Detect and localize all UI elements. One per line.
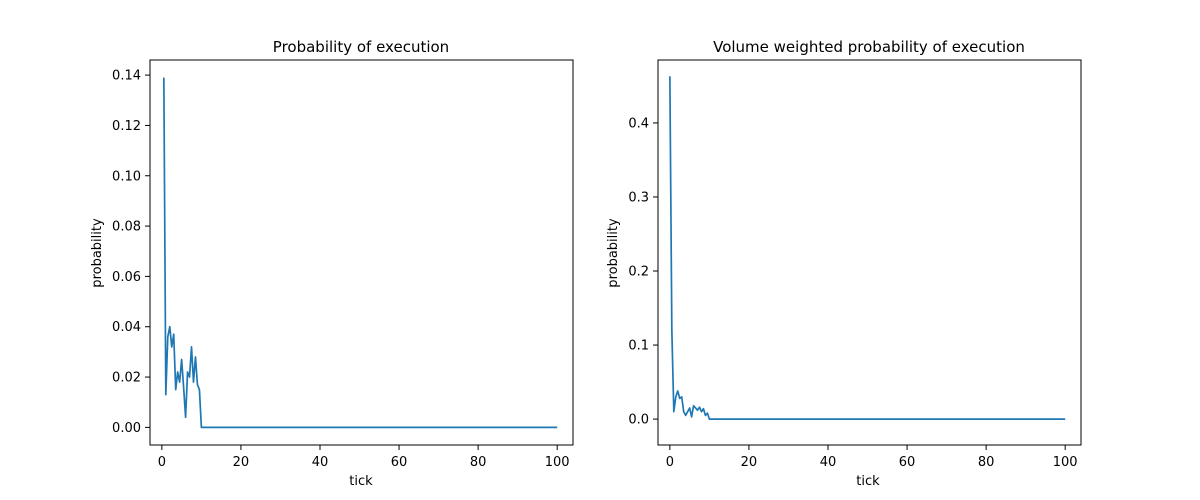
x-tick-label: 20: [233, 455, 250, 470]
x-tick-label: 0: [666, 455, 674, 470]
series-line: [162, 77, 558, 429]
y-tick-label: 0.3: [628, 190, 649, 205]
y-tick-label: 0.08: [112, 220, 141, 235]
y-tick-label: 0.1: [628, 339, 649, 354]
y-tick-label: 0.4: [628, 116, 649, 131]
x-axis-label: tick: [856, 474, 880, 489]
y-tick-label: 0.12: [112, 119, 141, 134]
y-tick-label: 0.02: [112, 371, 141, 386]
y-tick-label: 0.06: [112, 270, 141, 285]
y-tick-label: 0.00: [112, 421, 141, 436]
y-axis-label: probability: [606, 218, 621, 288]
x-tick-label: 40: [312, 455, 329, 470]
y-tick-label: 0.0: [628, 413, 649, 428]
y-tick-label: 0.10: [112, 169, 141, 184]
x-tick-label: 60: [899, 455, 916, 470]
x-tick-label: 40: [820, 455, 837, 470]
chart-title: Volume weighted probability of execution: [713, 38, 1025, 56]
x-tick-label: 20: [741, 455, 758, 470]
y-tick-label: 0.04: [112, 320, 141, 335]
x-tick-label: 60: [391, 455, 408, 470]
x-tick-label: 80: [470, 455, 487, 470]
x-axis-label: tick: [349, 474, 373, 489]
tick-group: 0 20 40 60 80 100 0.00 0.02 0.04 0.06 0.08 0.10 0.12…: [112, 69, 570, 470]
x-tick-label: 100: [1053, 455, 1078, 470]
x-tick-label: 80: [978, 455, 995, 470]
series-line: [669, 76, 1066, 420]
chart-title: Probability of execution: [273, 38, 449, 56]
tick-group: 0 20 40 60 80 100 0.0 0.1 0.2 0.3 0.4: [628, 116, 1077, 470]
plot-frame: [149, 59, 574, 446]
chart-probability-of-execution: Probability of execution 0 20 40 60 80 100 0.0…: [90, 38, 574, 489]
chart-volume-weighted-probability: Volume weighted probability of execution…: [606, 38, 1082, 489]
y-tick-label: 0.14: [112, 69, 141, 84]
plot-frame: [657, 59, 1082, 446]
x-tick-label: 0: [158, 455, 166, 470]
y-tick-label: 0.2: [628, 265, 649, 280]
x-tick-label: 100: [545, 455, 570, 470]
y-axis-label: probability: [90, 218, 105, 288]
